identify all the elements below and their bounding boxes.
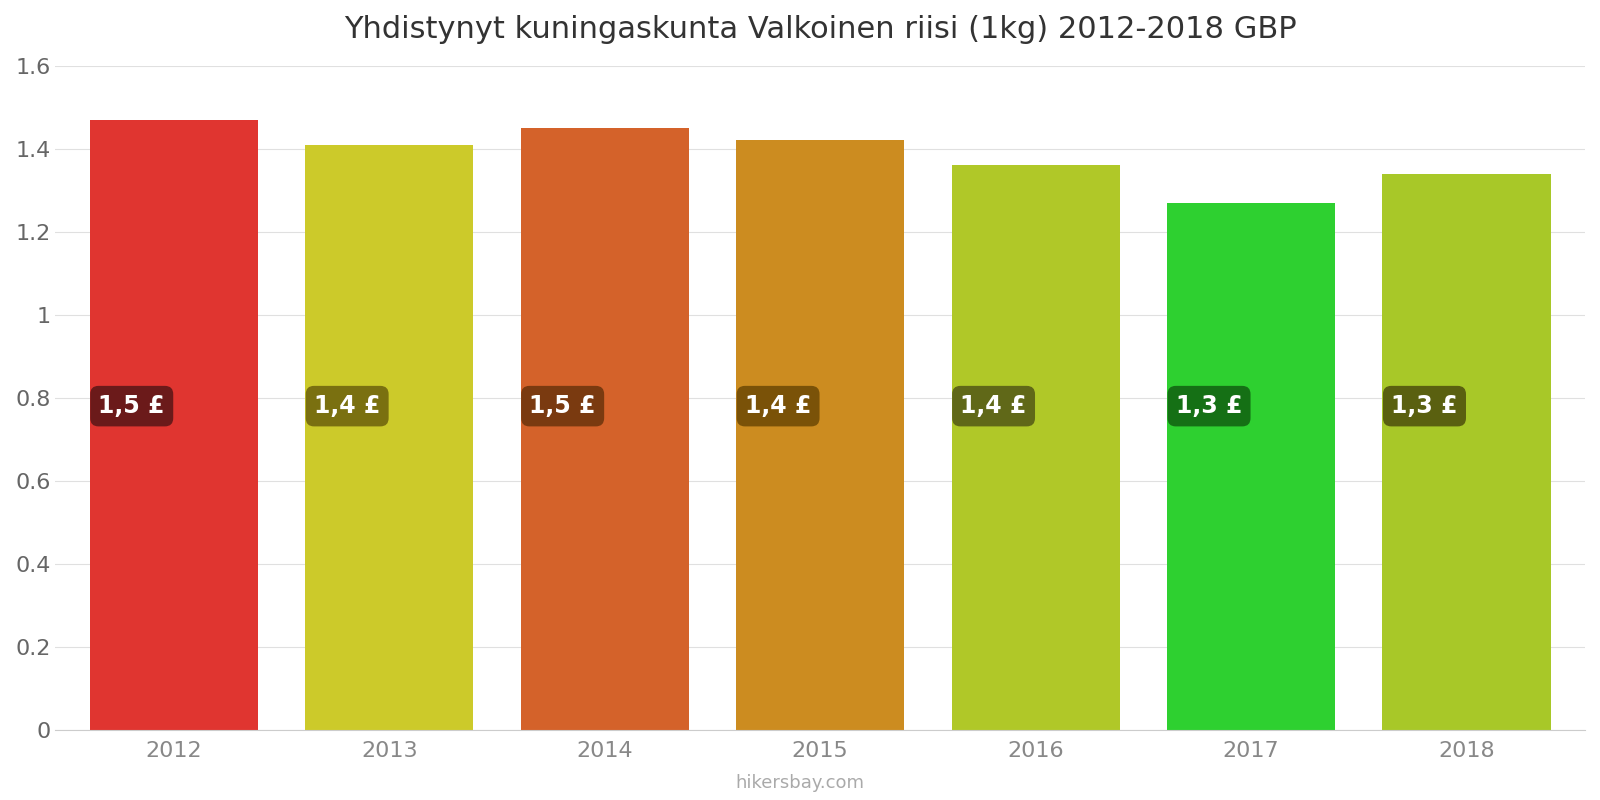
- Bar: [520, 128, 688, 730]
- Text: 1,4 £: 1,4 £: [314, 394, 381, 418]
- Bar: [736, 141, 904, 730]
- Text: 1,5 £: 1,5 £: [99, 394, 165, 418]
- Bar: [1382, 174, 1550, 730]
- Bar: [1166, 202, 1334, 730]
- Bar: [952, 166, 1120, 730]
- Text: 1,3 £: 1,3 £: [1176, 394, 1242, 418]
- Text: hikersbay.com: hikersbay.com: [736, 774, 864, 792]
- Text: 1,4 £: 1,4 £: [960, 394, 1027, 418]
- Bar: [306, 145, 474, 730]
- Title: Yhdistynyt kuningaskunta Valkoinen riisi (1kg) 2012-2018 GBP: Yhdistynyt kuningaskunta Valkoinen riisi…: [344, 15, 1296, 44]
- Bar: [90, 120, 258, 730]
- Text: 1,4 £: 1,4 £: [746, 394, 811, 418]
- Text: 1,5 £: 1,5 £: [530, 394, 595, 418]
- Text: 1,3 £: 1,3 £: [1392, 394, 1458, 418]
